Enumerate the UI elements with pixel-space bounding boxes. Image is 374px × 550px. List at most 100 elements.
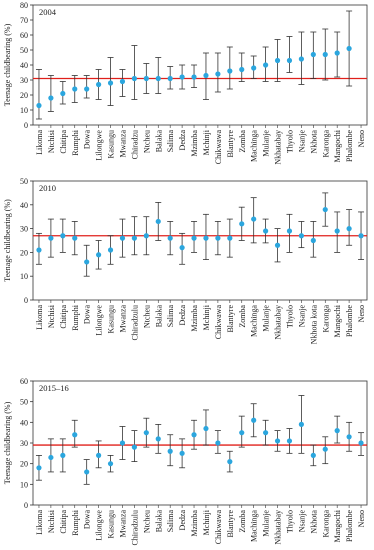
point xyxy=(36,247,42,253)
x-tick-label: Chikwawa xyxy=(214,510,223,545)
point xyxy=(143,430,149,436)
point xyxy=(119,78,126,85)
point xyxy=(334,228,340,234)
point xyxy=(358,440,364,446)
x-tick-label: Nsanje xyxy=(297,130,306,153)
x-tick-label: Thyolo xyxy=(285,305,294,328)
point xyxy=(274,57,281,64)
x-tick-label: Karonga xyxy=(321,510,330,538)
panel-title: 2004 xyxy=(39,7,57,17)
x-tick-label: Salima xyxy=(166,305,175,328)
point xyxy=(203,235,209,241)
y-tick-label: 40 xyxy=(20,201,28,210)
x-tick-label: Chitipa xyxy=(59,130,68,154)
point xyxy=(72,235,78,241)
point xyxy=(107,461,114,467)
x-tick-label: Blantyre xyxy=(226,130,235,158)
point xyxy=(215,440,221,446)
x-tick-label: Likoma xyxy=(35,305,44,330)
x-tick-label: Dedza xyxy=(178,510,187,531)
point xyxy=(274,242,281,248)
x-tick-label: Nsanje xyxy=(297,510,306,533)
x-tick-label: Ntcheu xyxy=(142,130,151,153)
x-tick-label: Neno xyxy=(357,130,366,147)
x-tick-label: Likoma xyxy=(35,130,44,155)
point xyxy=(179,245,185,251)
x-tick-label: Dedza xyxy=(178,130,187,151)
x-tick-label: Lilongwe xyxy=(95,305,104,336)
x-tick-label: Nkhota xyxy=(309,510,318,534)
y-tick-label: 40 xyxy=(20,418,28,427)
x-tick-label: Dowa xyxy=(83,305,92,325)
x-tick-label: Likoma xyxy=(35,510,44,535)
x-tick-label: Mangochi xyxy=(333,129,342,162)
x-tick-label: Balaka xyxy=(154,130,163,153)
point xyxy=(167,235,173,241)
point xyxy=(48,454,54,461)
point xyxy=(346,45,352,52)
y-tick-label: 20 xyxy=(20,248,28,257)
x-tick-label: Thyolo xyxy=(285,510,294,533)
point xyxy=(107,247,114,253)
y-tick-label: 70 xyxy=(20,16,28,25)
x-tick-label: Mchinji xyxy=(202,304,211,330)
x-tick-label: Kasungu xyxy=(107,510,116,538)
point xyxy=(191,432,197,438)
point xyxy=(167,448,173,454)
x-tick-label: Nkhatabay xyxy=(274,510,283,545)
y-tick-label: 20 xyxy=(20,460,28,469)
x-tick-label: Rumphi xyxy=(71,509,80,536)
y-tick-label: 0 xyxy=(24,296,28,305)
point xyxy=(84,259,90,265)
x-tick-label: Mzimba xyxy=(190,510,199,537)
x-tick-label: Dowa xyxy=(83,130,92,150)
x-tick-label: Rumphi xyxy=(71,304,80,331)
y-tick-label: 0 xyxy=(24,501,28,510)
x-tick-label: Chitipa xyxy=(59,510,68,534)
point xyxy=(131,444,137,450)
point xyxy=(274,438,281,444)
point xyxy=(251,65,257,71)
x-tick-label: Mangochi xyxy=(333,304,342,337)
point xyxy=(143,75,149,82)
x-tick-label: Neno xyxy=(357,305,366,322)
x-tick-label: Lilongwe xyxy=(95,510,104,541)
point xyxy=(96,252,102,258)
x-tick-label: Mzimba xyxy=(190,305,199,332)
y-axis-label: Teenage childbearing (%) xyxy=(3,23,12,106)
x-tick-label: Chitipa xyxy=(59,305,68,329)
point xyxy=(36,102,42,109)
point xyxy=(48,235,54,241)
x-tick-label: Salima xyxy=(166,510,175,533)
point xyxy=(179,74,185,80)
x-tick-label: Karonga xyxy=(321,130,330,158)
x-tick-label: Chiradzulu xyxy=(130,510,139,546)
point xyxy=(215,71,221,77)
x-tick-label: Karonga xyxy=(321,305,330,333)
point xyxy=(251,417,257,423)
point xyxy=(131,235,137,241)
y-tick-label: 30 xyxy=(20,439,28,448)
point xyxy=(36,465,42,471)
x-tick-label: Mchinji xyxy=(202,509,211,535)
point xyxy=(286,438,293,444)
point xyxy=(263,62,269,68)
point xyxy=(310,452,316,458)
x-tick-label: Zomba xyxy=(238,130,247,153)
plot-frame xyxy=(32,380,368,506)
point xyxy=(286,228,293,234)
point xyxy=(143,233,149,239)
point xyxy=(227,68,233,74)
x-tick-label: Chikwawa xyxy=(214,130,223,165)
x-tick-label: Kasungu xyxy=(107,130,116,158)
point xyxy=(203,425,209,432)
x-tick-label: Mwanza xyxy=(118,510,127,538)
point xyxy=(334,428,340,434)
y-axis-label: Teenage childbearing (%) xyxy=(3,199,12,282)
x-tick-label: Phalombe xyxy=(345,305,354,337)
y-tick-label: 40 xyxy=(20,61,28,70)
point xyxy=(334,50,340,56)
point xyxy=(60,233,66,239)
x-tick-label: Nkhatabay xyxy=(274,305,283,340)
